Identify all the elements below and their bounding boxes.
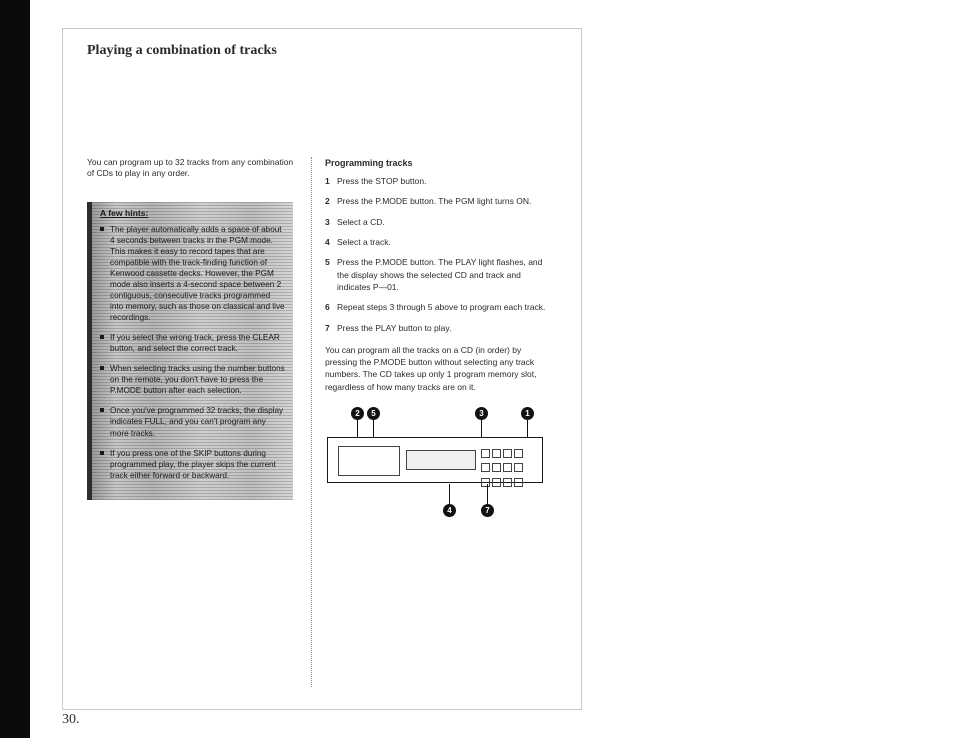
- device-diagram: 2531 47: [325, 407, 545, 517]
- step-item: 2 Press the P.MODE button. The PGM light …: [325, 195, 555, 207]
- column-divider: [311, 157, 312, 687]
- hint-item: When selecting tracks using the number b…: [100, 363, 285, 396]
- disc-tray: [338, 446, 400, 476]
- leader-line: [357, 420, 358, 437]
- hint-item: If you press one of the SKIP buttons dur…: [100, 448, 285, 481]
- step-item: 1 Press the STOP button.: [325, 175, 555, 187]
- scan-gutter: [0, 0, 30, 738]
- button-panel: [480, 448, 534, 474]
- callout-1: 1: [521, 407, 534, 420]
- callout-4: 4: [443, 504, 456, 517]
- leader-line: [449, 484, 450, 504]
- leader-line: [373, 420, 374, 437]
- hint-item: Once you've programmed 32 tracks, the di…: [100, 405, 285, 438]
- step-number: 6: [325, 301, 330, 313]
- hint-item: The player automatically adds a space of…: [100, 224, 285, 324]
- step-number: 2: [325, 195, 330, 207]
- callout-3: 3: [475, 407, 488, 420]
- step-text: Press the P.MODE button. The PGM light t…: [337, 196, 531, 206]
- step-text: Press the STOP button.: [337, 176, 426, 186]
- hints-box: A few hints: The player automatically ad…: [87, 202, 293, 500]
- page-title: Playing a combination of tracks: [87, 43, 277, 59]
- hints-list: The player automatically adds a space of…: [100, 224, 285, 481]
- page-number: 30.: [62, 712, 80, 728]
- hint-item: If you select the wrong track, press the…: [100, 332, 285, 354]
- cd-player-outline: [327, 437, 543, 483]
- step-number: 4: [325, 236, 330, 248]
- right-column: Programming tracks 1 Press the STOP butto…: [325, 157, 555, 517]
- callout-2: 2: [351, 407, 364, 420]
- callout-7: 7: [481, 504, 494, 517]
- step-number: 5: [325, 256, 330, 268]
- step-item: 3 Select a CD.: [325, 216, 555, 228]
- step-text: Press the P.MODE button. The PLAY light …: [337, 257, 542, 292]
- callouts-bottom: 47: [325, 503, 545, 517]
- programming-heading: Programming tracks: [325, 157, 555, 170]
- hints-title: A few hints:: [100, 208, 285, 220]
- step-item: 5 Press the P.MODE button. The PLAY light…: [325, 256, 555, 293]
- step-text: Repeat steps 3 through 5 above to progra…: [337, 302, 545, 312]
- leader-line: [487, 484, 488, 504]
- step-number: 1: [325, 175, 330, 187]
- step-number: 7: [325, 322, 330, 334]
- step-item: 6 Repeat steps 3 through 5 above to progr…: [325, 301, 555, 313]
- step-text: Select a track.: [337, 237, 391, 247]
- step-text: Press the PLAY button to play.: [337, 323, 451, 333]
- lcd-display: [406, 450, 476, 470]
- left-column: You can program up to 32 tracks from any…: [87, 157, 299, 500]
- callouts-top: 25 3 1: [325, 407, 545, 421]
- step-item: 4 Select a track.: [325, 236, 555, 248]
- leader-line: [481, 420, 482, 437]
- intro-text: You can program up to 32 tracks from any…: [87, 157, 299, 180]
- step-number: 3: [325, 216, 330, 228]
- manual-page: Playing a combination of tracks You can …: [62, 28, 582, 710]
- step-text: Select a CD.: [337, 217, 385, 227]
- leader-line: [527, 420, 528, 437]
- callout-5: 5: [367, 407, 380, 420]
- programming-note: You can program all the tracks on a CD (…: [325, 344, 555, 393]
- steps-list: 1 Press the STOP button. 2 Press the P.MOD…: [325, 175, 555, 334]
- step-item: 7 Press the PLAY button to play.: [325, 322, 555, 334]
